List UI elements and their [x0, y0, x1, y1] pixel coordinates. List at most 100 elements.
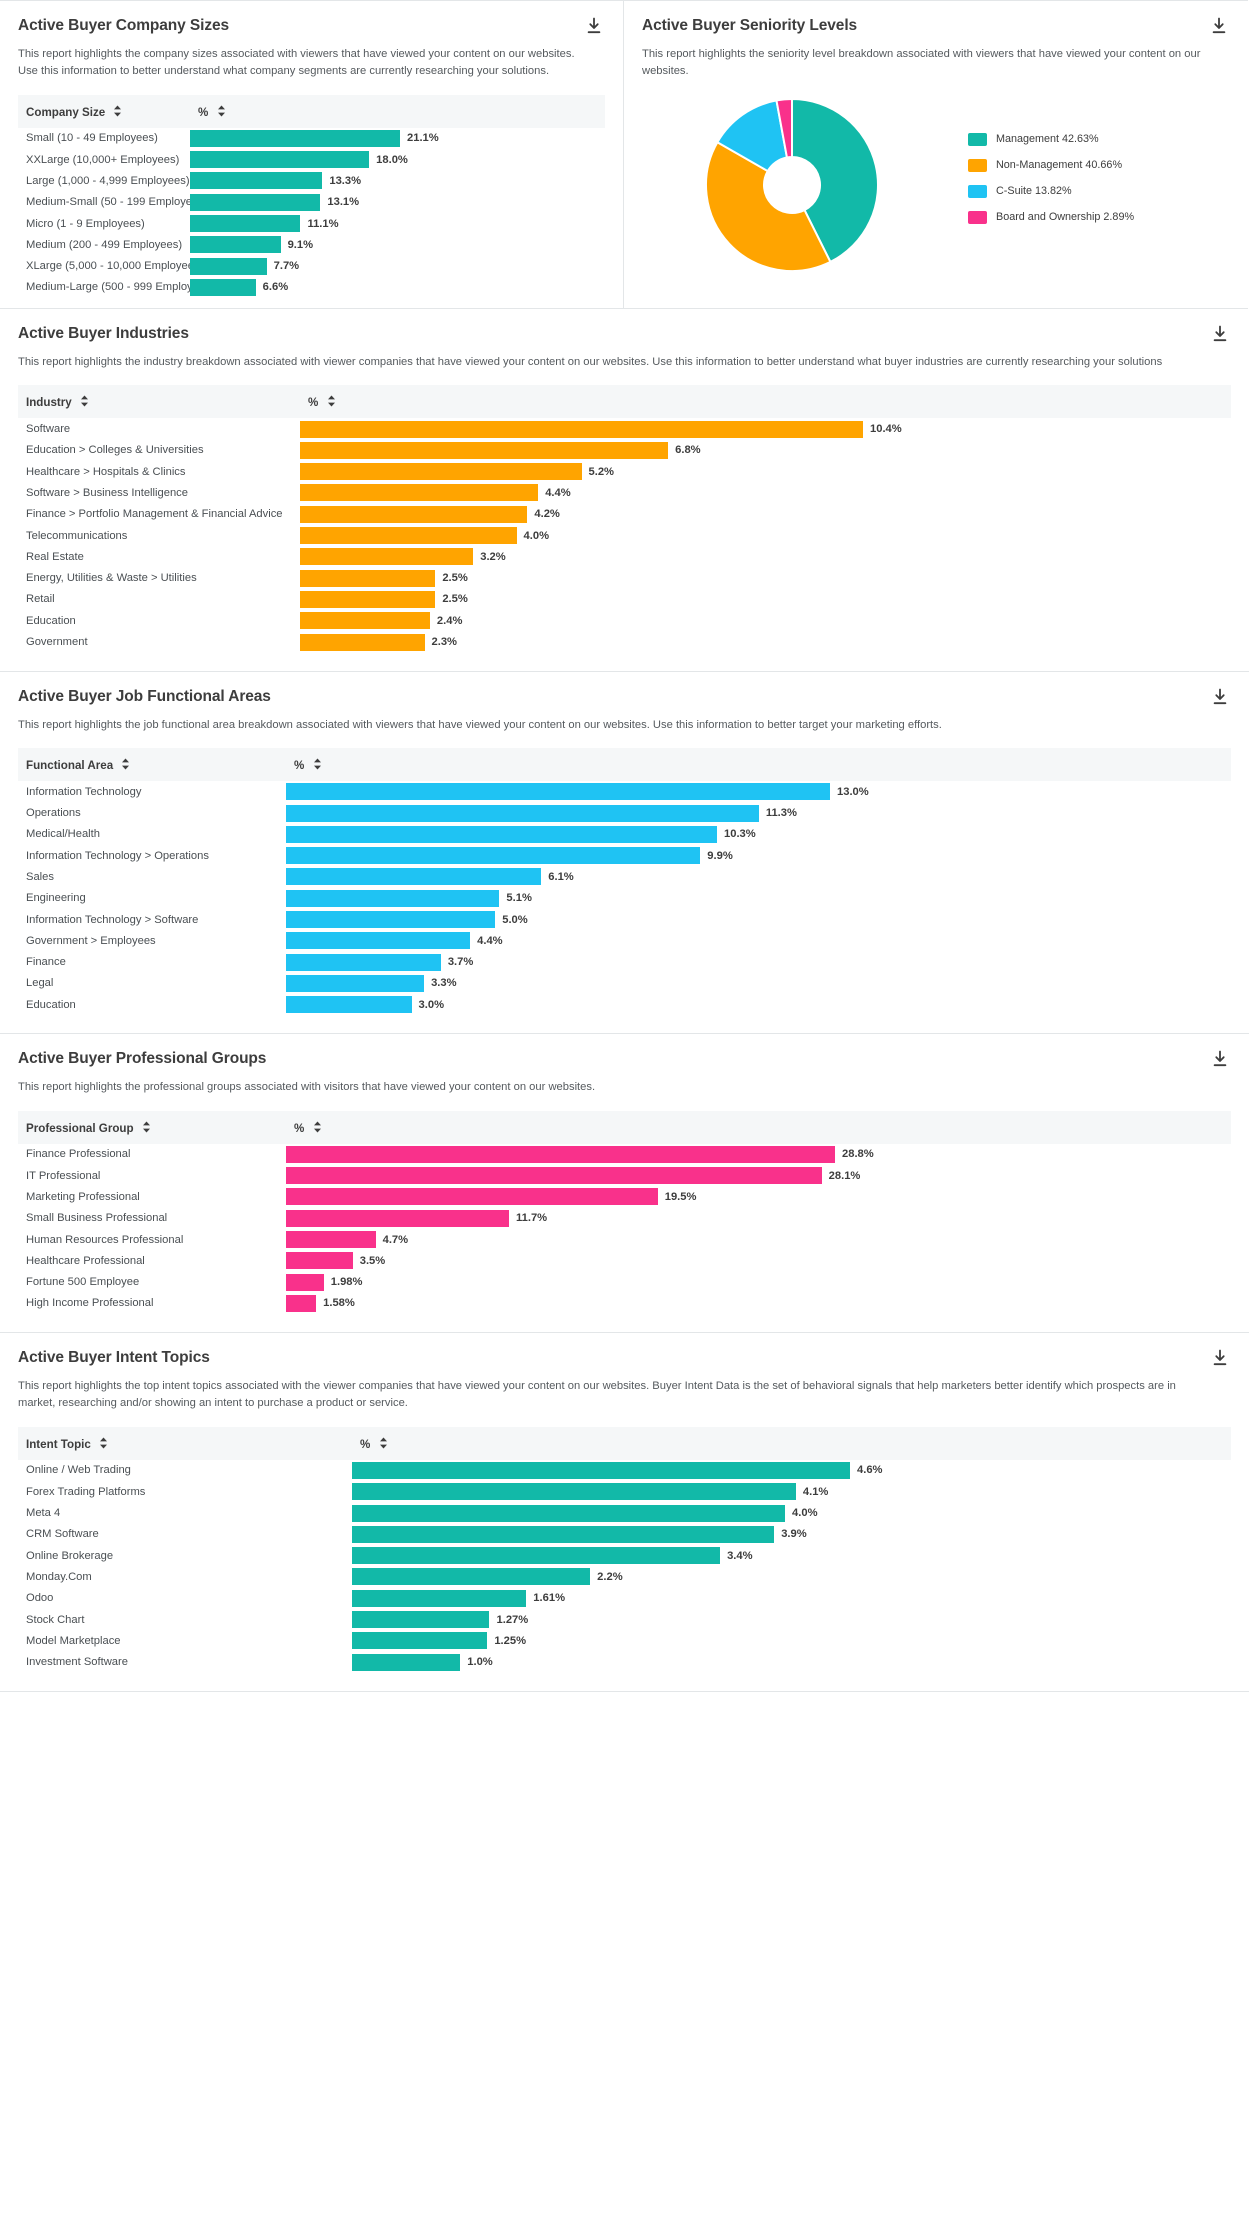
row-bar-cell: 3.0%	[286, 994, 1231, 1015]
table-row: Medium-Small (50 - 199 Employees) 13.1%	[18, 192, 605, 213]
bar-value-label: 4.2%	[534, 508, 560, 521]
table-row: Sales 6.1%	[18, 866, 1231, 887]
table-row: Education 2.4%	[18, 610, 1231, 631]
industries-table: Industry % Software 10.4% Education > Coll…	[18, 385, 1231, 652]
table-row: XLarge (5,000 - 10,000 Employees) 7.7%	[18, 256, 605, 277]
sort-icon[interactable]	[379, 1437, 388, 1449]
bar	[300, 569, 436, 587]
download-icon[interactable]	[1211, 1050, 1229, 1068]
sort-icon[interactable]	[327, 395, 336, 407]
company-sizes-rows: Small (10 - 49 Employees) 21.1% XXLarge (1…	[18, 128, 605, 298]
bar	[352, 1611, 490, 1629]
bar	[352, 1568, 591, 1586]
table-row: Forex Trading Platforms 4.1%	[18, 1481, 1231, 1502]
sort-icon[interactable]	[313, 1121, 322, 1133]
column-header-percent[interactable]: %	[352, 1426, 1231, 1460]
bar	[286, 953, 441, 971]
table-row: Finance 3.7%	[18, 951, 1231, 972]
top-cards-row: Active Buyer Company Sizes This report h…	[0, 0, 1249, 310]
sort-icon[interactable]	[80, 395, 89, 407]
bar	[190, 129, 400, 147]
bar	[286, 783, 830, 801]
row-label: Legal	[26, 977, 54, 990]
bar-value-label: 28.1%	[828, 1169, 861, 1182]
row-label: Investment Software	[26, 1656, 128, 1669]
row-label: Meta 4	[26, 1507, 61, 1520]
row-bar-cell: 4.4%	[286, 930, 1231, 951]
table-row: Government 2.3%	[18, 631, 1231, 652]
page-title: Active Buyer Company Sizes	[18, 17, 230, 34]
row-label: Real Estate	[26, 550, 84, 563]
table-row: Information Technology 13.0%	[18, 781, 1231, 802]
row-label: Medium-Large (500 - 999 Employees)	[26, 281, 190, 294]
table-row: Medical/Health 10.3%	[18, 824, 1231, 845]
bar-value-label: 3.2%	[480, 550, 506, 563]
donut-slice[interactable]	[706, 140, 832, 271]
bar-value-label: 5.1%	[506, 892, 532, 905]
column-header-percent[interactable]: %	[190, 94, 605, 128]
column-header-functional-area[interactable]: Functional Area	[18, 748, 286, 782]
download-icon[interactable]	[585, 17, 603, 35]
bar-value-label: 5.2%	[588, 465, 615, 478]
donut-slice[interactable]	[775, 98, 793, 159]
row-bar-cell: 4.1%	[352, 1481, 1231, 1502]
column-header-professional-group[interactable]: Professional Group	[18, 1110, 286, 1144]
column-header-percent[interactable]: %	[300, 385, 1231, 419]
table-row: Micro (1 - 9 Employees) 11.1%	[18, 213, 605, 234]
donut-slice[interactable]	[791, 98, 878, 264]
row-bar-cell: 3.4%	[352, 1545, 1231, 1566]
table-row: Government > Employees 4.4%	[18, 930, 1231, 951]
legend-item[interactable]: Management 42.63%	[968, 132, 1134, 146]
download-icon[interactable]	[1211, 1349, 1229, 1367]
bar-value-label: 11.7%	[516, 1212, 548, 1225]
sort-icon[interactable]	[99, 1437, 108, 1449]
row-label: Education > Colleges & Universities	[26, 444, 204, 457]
row-label: Government	[26, 636, 88, 649]
row-label: Marketing Professional	[26, 1190, 140, 1203]
row-label: Energy, Utilities & Waste > Utilities	[26, 572, 197, 585]
row-label: IT Professional	[26, 1169, 101, 1182]
card-company-sizes: Active Buyer Company Sizes This report h…	[0, 0, 624, 310]
row-bar-cell: 6.8%	[300, 440, 1231, 461]
chart-legend: Management 42.63% Non-Management 40.66% C-…	[968, 132, 1134, 237]
table-row: XXLarge (10,000+ Employees) 18.0%	[18, 149, 605, 170]
bar	[300, 420, 863, 438]
column-header-percent[interactable]: %	[286, 748, 1231, 782]
legend-item[interactable]: C-Suite 13.82%	[968, 184, 1134, 198]
sort-icon[interactable]	[142, 1121, 151, 1133]
bar-value-label: 3.9%	[781, 1528, 807, 1541]
legend-color-swatch	[968, 210, 987, 224]
row-label: Education	[26, 614, 76, 627]
sort-icon[interactable]	[313, 758, 322, 770]
bar	[286, 804, 759, 822]
sort-icon[interactable]	[113, 105, 122, 117]
intent-topics-table: Intent Topic % Online / Web Trading 4.6% F…	[18, 1426, 1231, 1673]
row-bar-cell: 1.27%	[352, 1609, 1231, 1630]
sort-icon[interactable]	[121, 758, 130, 770]
bar	[190, 278, 256, 296]
card-job-functional-areas: Active Buyer Job Functional Areas This r…	[0, 671, 1249, 1035]
row-label: Online Brokerage	[26, 1549, 114, 1562]
row-bar-cell: 4.0%	[300, 525, 1231, 546]
download-icon[interactable]	[1210, 17, 1228, 35]
row-label: Software	[26, 423, 71, 436]
column-header-intent-topic[interactable]: Intent Topic	[18, 1426, 352, 1460]
row-label: Medical/Health	[26, 828, 100, 841]
legend-item[interactable]: Board and Ownership 2.89%	[968, 210, 1134, 224]
card-professional-groups: Active Buyer Professional Groups This re…	[0, 1034, 1249, 1334]
table-row: Operations 11.3%	[18, 802, 1231, 823]
table-header-row: Industry %	[18, 385, 1231, 419]
legend-item[interactable]: Non-Management 40.66%	[968, 158, 1134, 172]
bar-value-label: 13.1%	[327, 196, 360, 209]
row-label: Information Technology > Operations	[26, 849, 209, 862]
sort-icon[interactable]	[217, 105, 226, 117]
column-header-industry[interactable]: Industry	[18, 385, 300, 419]
column-header-percent[interactable]: %	[286, 1110, 1231, 1144]
download-icon[interactable]	[1211, 688, 1229, 706]
row-bar-cell: 2.2%	[352, 1566, 1231, 1587]
card-industries: Active Buyer Industries This report high…	[0, 309, 1249, 672]
column-header-company-size[interactable]: Company Size	[18, 94, 190, 128]
table-header-row: Company Size %	[18, 94, 605, 128]
download-icon[interactable]	[1211, 325, 1229, 343]
table-row: Education > Colleges & Universities 6.8%	[18, 440, 1231, 461]
